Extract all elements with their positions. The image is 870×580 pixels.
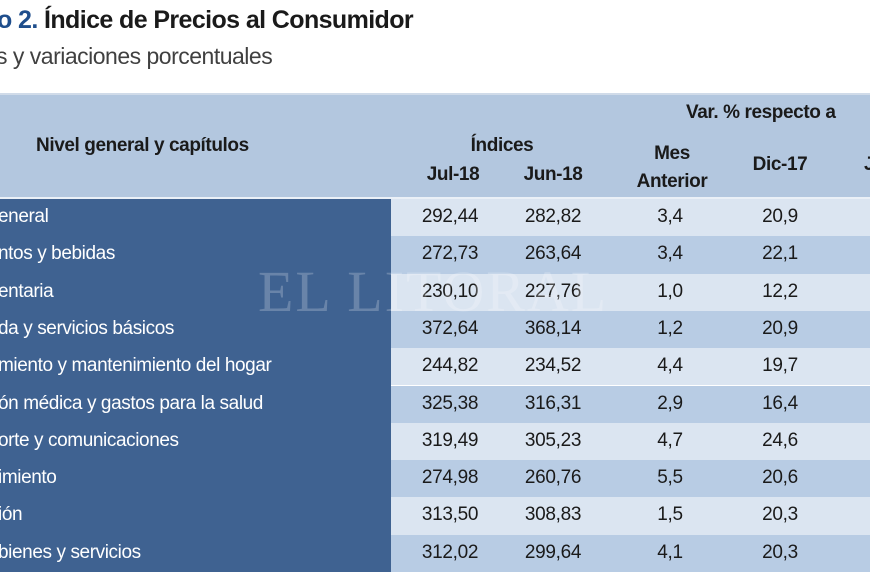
cell-mes: 1,0 — [657, 280, 683, 302]
cell-mes: 1,5 — [657, 504, 683, 526]
table-title: o 2. Índice de Precios al Consumidor — [0, 6, 414, 35]
table-header: Nivel general y capítulos Índices Var. %… — [0, 93, 870, 199]
table-subtitle: s y variaciones porcentuales — [0, 43, 273, 69]
cell-dic17: 20,9 — [762, 317, 798, 339]
cell-jun18: 263,64 — [524, 243, 582, 265]
row-label: entaria — [0, 280, 54, 302]
header-anterior: Anterior — [636, 171, 708, 192]
cell-dic17: 22,1 — [762, 243, 798, 265]
cell-jul18: 319,49 — [421, 429, 479, 451]
cell-mes: 2,9 — [657, 392, 683, 414]
cell-mes: 3,4 — [657, 206, 683, 227]
table-row — [391, 422, 870, 461]
cell-jul18: 325,38 — [421, 392, 479, 414]
cell-jun18: 227,76 — [524, 280, 582, 302]
table-row — [391, 534, 870, 572]
header-dic17: Dic-17 — [752, 154, 808, 175]
table-row — [391, 348, 870, 386]
row-label: ón médica y gastos para la salud — [0, 392, 263, 414]
cell-jul18: 272,73 — [421, 243, 479, 265]
row-label: da y servicios básicos — [0, 317, 174, 339]
cell-jun18: 282,82 — [524, 206, 582, 227]
row-label: miento y mantenimiento del hogar — [0, 355, 272, 377]
header-mes: Mes — [654, 143, 690, 164]
cell-dic17: 16,4 — [762, 392, 798, 414]
table-row — [391, 273, 870, 311]
header-jul18: Jul-18 — [426, 164, 480, 185]
cell-jul18: 312,02 — [421, 541, 479, 563]
row-label: ión — [0, 504, 23, 526]
cell-jul18: 244,82 — [421, 355, 479, 377]
table-row — [391, 199, 870, 237]
cell-mes: 3,4 — [657, 243, 683, 265]
cell-jun18: 299,64 — [524, 541, 582, 563]
header-var-group: Var. % respecto a — [686, 102, 836, 123]
cell-jul18: 292,44 — [421, 206, 479, 227]
cell-jul18: 230,10 — [421, 280, 479, 302]
row-label: orte y comunicaciones — [0, 429, 179, 451]
cell-jul18: 372,64 — [421, 317, 479, 339]
cell-mes: 5,5 — [657, 467, 683, 489]
row-label: bienes y servicios — [0, 541, 141, 563]
row-label: eneral — [0, 206, 49, 227]
cell-mes: 1,2 — [657, 317, 683, 339]
table-row — [391, 236, 870, 274]
row-label: imiento — [0, 467, 57, 489]
cell-jun18: 316,31 — [524, 392, 582, 414]
header-partial-col: J — [864, 154, 870, 175]
cell-jul18: 313,50 — [421, 504, 479, 526]
header-divider — [0, 197, 870, 199]
table-row — [391, 497, 870, 535]
cell-mes: 4,7 — [657, 429, 683, 451]
cell-jul18: 274,98 — [421, 467, 479, 489]
cell-dic17: 20,9 — [762, 206, 798, 227]
row-label: ntos y bebidas — [0, 243, 115, 265]
table-row — [391, 310, 870, 349]
cell-mes: 4,1 — [657, 541, 683, 563]
header-label-col: Nivel general y capítulos — [36, 135, 249, 156]
watermark: EL LITORAL — [258, 259, 609, 324]
table-row — [391, 460, 870, 498]
table-number: o 2. — [0, 6, 38, 34]
cell-jun18: 308,83 — [524, 504, 582, 526]
cell-jun18: 260,76 — [524, 467, 582, 489]
cell-mes: 4,4 — [657, 355, 683, 377]
cell-dic17: 20,3 — [762, 541, 798, 563]
table-row — [391, 385, 870, 423]
cell-jun18: 368,14 — [524, 317, 582, 339]
cell-jun18: 305,23 — [524, 429, 582, 451]
cell-dic17: 12,2 — [762, 280, 798, 302]
cell-dic17: 19,7 — [762, 355, 798, 377]
header-jun18: Jun-18 — [523, 164, 583, 185]
cell-dic17: 20,6 — [762, 467, 798, 489]
label-column — [0, 199, 391, 572]
cell-dic17: 20,3 — [762, 504, 798, 526]
header-indices: Índices — [470, 135, 534, 156]
cell-jun18: 234,52 — [524, 355, 582, 377]
table-title-text: Índice de Precios al Consumidor — [44, 6, 414, 34]
cell-dic17: 24,6 — [762, 429, 798, 451]
